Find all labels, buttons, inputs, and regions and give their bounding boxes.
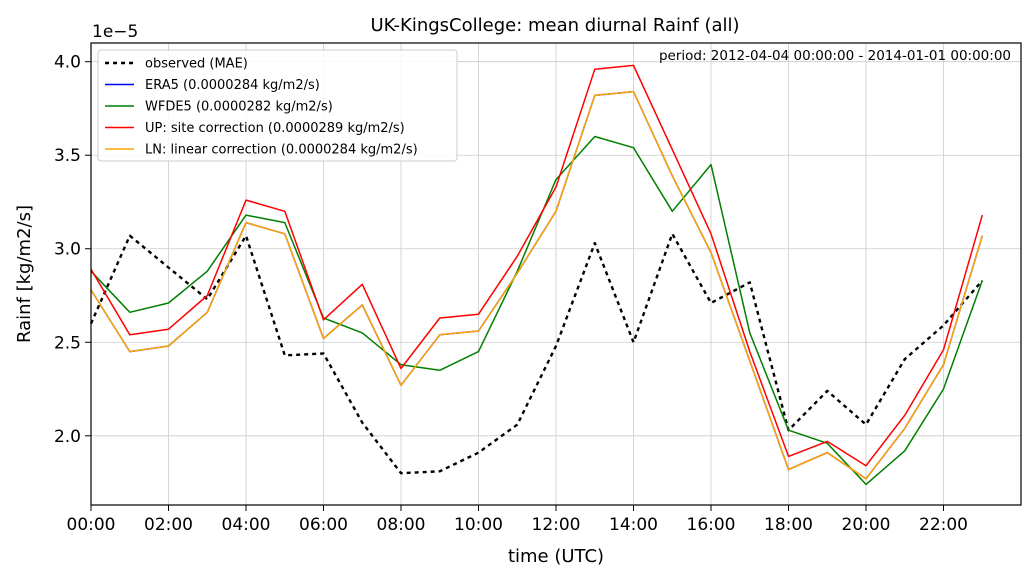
series-line-2: [90, 135, 984, 486]
series-line-4: [90, 90, 984, 480]
x-tick-label: 02:00: [144, 515, 193, 535]
x-tick-label: 08:00: [377, 515, 426, 535]
x-axis-label: time (UTC): [508, 546, 604, 567]
grid: [90, 43, 1021, 505]
period-note: period: 2012-04-04 00:00:00 - 2014-01-01…: [659, 48, 1011, 64]
x-tick-label: 12:00: [532, 515, 581, 535]
x-tick-label: 14:00: [609, 515, 658, 535]
legend-label-2: WFDE5 (0.0000282 kg/m2/s): [145, 100, 333, 115]
y-tick-label: 2.5: [54, 333, 81, 353]
legend-label-1: ERA5 (0.0000284 kg/m2/s): [145, 78, 320, 93]
y-axis: 2.0 2.5 3.0 3.5 4.0: [54, 53, 91, 447]
x-tick-label: 20:00: [842, 515, 891, 535]
y-tick-label: 3.0: [54, 240, 81, 260]
legend-label-4: LN: linear correction (0.0000284 kg/m2/s…: [145, 143, 418, 158]
x-tick-label: 10:00: [454, 515, 503, 535]
chart-title: UK-KingsCollege: mean diurnal Rainf (all…: [370, 15, 739, 36]
x-tick-label: 04:00: [222, 515, 271, 535]
x-tick-label: 16:00: [687, 515, 736, 535]
x-tick-label: 06:00: [299, 515, 348, 535]
x-tick-label: 22:00: [919, 515, 968, 535]
y-tick-label: 4.0: [54, 53, 81, 73]
x-axis: 00:00 02:00 04:00 06:00 08:00 10:00 12:00 14:00…: [67, 505, 968, 535]
y-tick-label: 2.0: [54, 427, 81, 447]
series-layer: [89, 64, 984, 486]
series-line-0: [89, 232, 984, 475]
x-tick-label: 18:00: [764, 515, 813, 535]
legend: observed (MAE) ERA5 (0.0000284 kg/m2/s) WF…: [97, 49, 458, 162]
legend-label-3: UP: site correction (0.0000289 kg/m2/s): [145, 121, 405, 136]
y-axis-label: Rainf [kg/m2/s]: [14, 205, 35, 343]
y-tick-label: 3.5: [54, 146, 81, 166]
legend-box: [97, 49, 458, 162]
series-line-3: [90, 64, 984, 467]
x-tick-label: 00:00: [67, 515, 116, 535]
y-multiplier-label: 1e−5: [92, 22, 138, 42]
legend-label-0: observed (MAE): [145, 57, 248, 72]
